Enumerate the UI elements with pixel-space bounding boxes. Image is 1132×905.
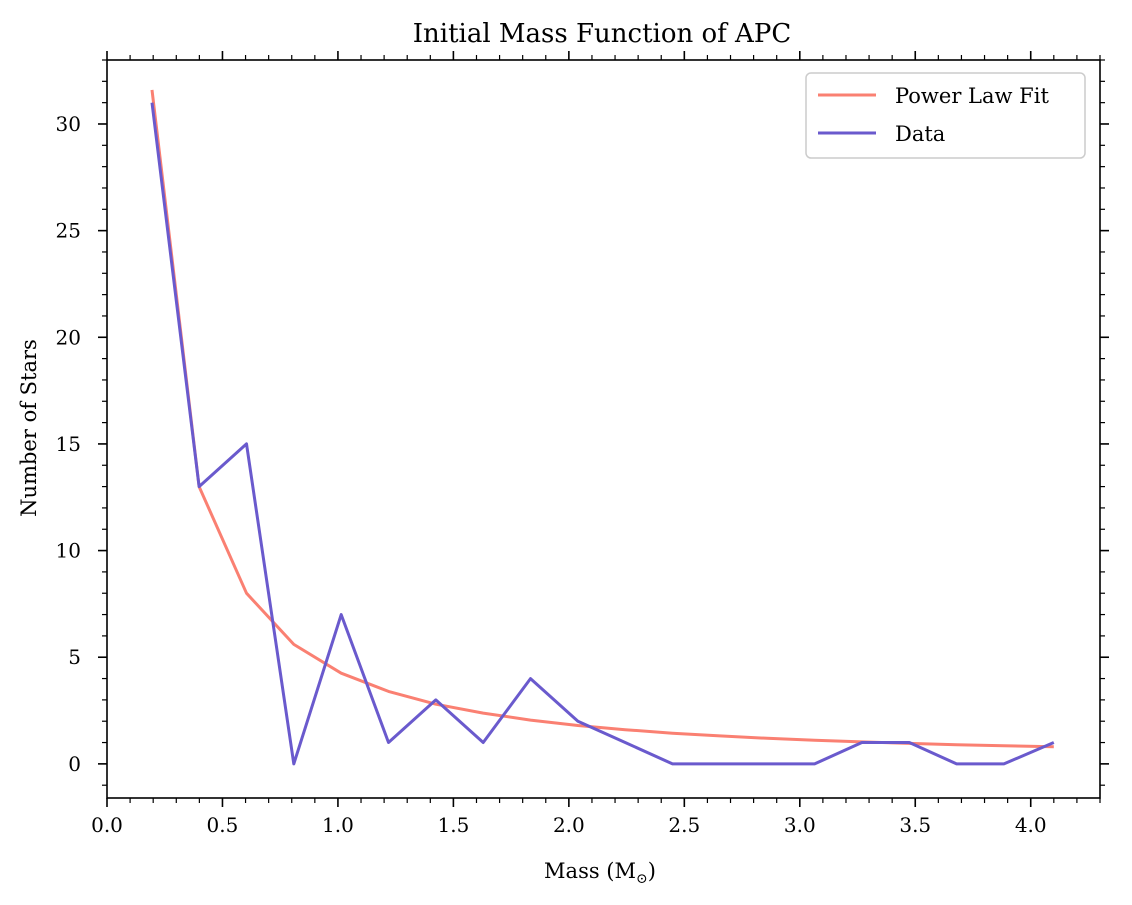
x-tick-label: 1.5 <box>437 813 469 837</box>
y-tick-label: 25 <box>56 219 81 243</box>
y-tick-label: 0 <box>68 752 81 776</box>
series-layer <box>150 89 1055 766</box>
x-axis-label-close: ) <box>648 859 656 883</box>
x-tick-label: 3.0 <box>784 813 816 837</box>
y-tick-label: 5 <box>68 645 81 669</box>
chart-title: Initial Mass Function of APC <box>413 19 791 49</box>
x-tick-label: 0.5 <box>207 813 239 837</box>
plot-frame <box>106 59 1101 799</box>
tick-layer: 0.0 0.5 1.0 1.5 2.0 2.5 3.0 3.5 4.0 0 5 10 15 20 25 30 <box>56 51 1109 837</box>
y-tick-label: 20 <box>56 325 81 349</box>
x-tick-label: 0.0 <box>91 813 123 837</box>
x-axis-label-subscript: ⊙ <box>636 871 648 887</box>
x-tick-label: 3.5 <box>899 813 931 837</box>
y-axis-label: Number of Stars <box>17 339 41 517</box>
y-tick-label: 30 <box>56 112 81 136</box>
x-axis-label: Mass (M⊙) <box>544 859 656 887</box>
x-tick-label: 2.0 <box>553 813 585 837</box>
series-line-data <box>150 102 1055 766</box>
legend: Power Law Fit Data <box>805 72 1086 159</box>
y-tick-label: 15 <box>56 432 81 456</box>
legend-label-power-law-fit: Power Law Fit <box>895 84 1049 108</box>
x-tick-label: 2.5 <box>668 813 700 837</box>
x-axis-label-main: Mass (M <box>544 859 636 883</box>
y-tick-label: 10 <box>56 539 81 563</box>
x-tick-label: 4.0 <box>1015 813 1047 837</box>
x-tick-label: 1.0 <box>322 813 354 837</box>
legend-label-data: Data <box>895 122 945 146</box>
plot-area: 0.0 0.5 1.0 1.5 2.0 2.5 3.0 3.5 4.0 0 5 10 15 20 25 30 <box>56 51 1109 837</box>
